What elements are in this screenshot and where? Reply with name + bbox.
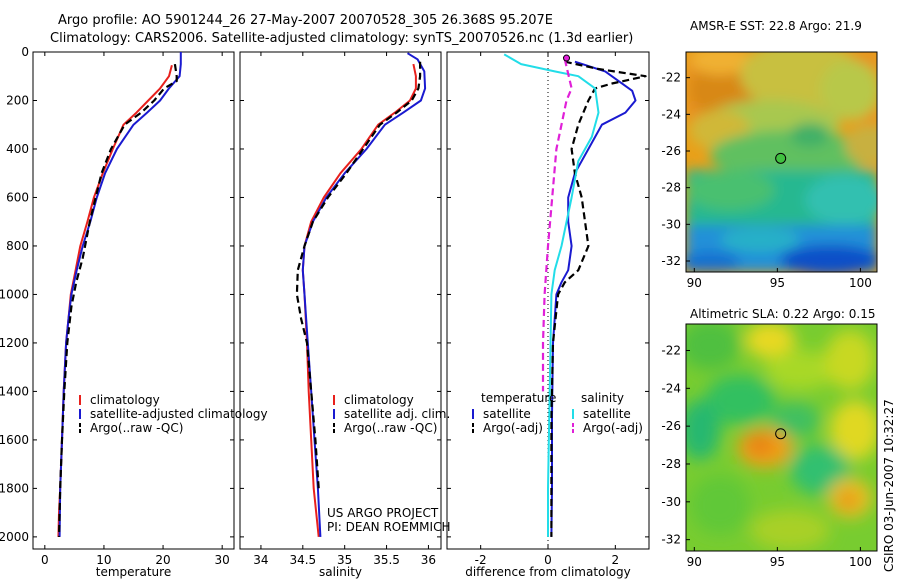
y-tick-label: 2000 [0,530,29,544]
y-tick-label: 200 [6,93,29,107]
map-x-tick-label: 90 [687,555,702,569]
series-line-2 [295,61,422,489]
series-line-0 [57,65,173,537]
series-line-3 [541,59,573,392]
y-tick-label: 800 [6,239,29,253]
sla-map-title: Altimetric SLA: 0.22 Argo: 0.15 [690,307,875,321]
project-line2: PI: DEAN ROEMMICH [327,520,450,534]
series-line-2 [503,53,600,537]
map-y-tick-label: -26 [661,144,681,158]
map-y-tick-label: -32 [661,533,681,547]
sla-map-axes: 90 95 100 -22 -24 -26 -28 -30 -32 [661,343,871,569]
legend-label: satellite [583,407,631,421]
series-line-1 [550,60,647,537]
x-axis-label: temperature [96,565,171,579]
sst-map: AMSR-E SST: 22.8 Argo: 21.9 90 95 100 -22 -2… [661,19,878,290]
map-x-tick-label: 95 [770,276,785,290]
map-x-tick-label: 90 [687,276,702,290]
x-tick-label: 20 [155,553,170,567]
x-tick-label: 0 [41,553,49,567]
x-tick-label: 36 [421,553,436,567]
plot-frame [32,51,235,550]
map-y-tick-label: -24 [661,381,681,395]
series-line-1 [301,52,427,537]
x-tick-label: 35.5 [373,553,400,567]
legend-label: Argo(..raw -QC) [90,421,183,435]
legend-temperature-title: temperature [481,391,556,405]
legend-label: satellite-adjusted climatology [90,407,268,421]
series-line-2 [57,63,178,537]
map-x-tick-label: 100 [849,555,872,569]
project-line1: US ARGO PROJECT [327,506,439,520]
legend-label: climatology [344,393,414,407]
x-tick-label: 35 [337,553,352,567]
plot-frame [239,51,442,550]
x-axis-label: difference from climatology [465,565,631,579]
map-x-tick-label: 95 [770,555,785,569]
legend-label: Argo(..raw -QC) [344,421,437,435]
x-tick-label: 30 [215,553,230,567]
x-tick-label: 10 [96,553,111,567]
y-tick-label: 1200 [0,336,29,350]
y-tick-label: 400 [6,142,29,156]
y-tick-label: 600 [6,190,29,204]
x-tick-label: 2 [612,553,620,567]
legend-label: satellite adj. clim. [344,407,450,421]
map-x-tick-label: 100 [849,276,872,290]
side-label: CSIRO 03-Jun-2007 10:32:27 [882,399,896,572]
map-y-tick-label: -30 [661,495,681,509]
map-y-tick-label: -22 [661,343,681,357]
series-line-0 [301,63,417,538]
map-y-tick-label: -22 [661,71,681,85]
y-tick-label: 1000 [0,287,29,301]
temperature-panel: 0 10 20 30 0 200 400 600 800 1000 1200 1400 1600 1800… [0,45,268,579]
legend-label: climatology [90,393,160,407]
map-y-tick-label: -28 [661,181,681,195]
y-tick-label: 1600 [0,433,29,447]
salinity-panel: 34 34.5 35 35.5 36 salinity climatologysatelli… [239,51,450,579]
header-line2: Climatology: CARS2006. Satellite-adjuste… [50,31,633,46]
sst-argo-marker [775,152,787,164]
x-axis-label: salinity [319,565,362,579]
y-tick-label: 1400 [0,384,29,398]
legend-label: Argo(-adj) [483,421,543,435]
x-tick-label: 34 [253,553,268,567]
x-tick-label: -2 [475,553,487,567]
x-tick-label: 0 [544,553,552,567]
sla-map: Altimetric SLA: 0.22 Argo: 0.15 90 95 100 -… [661,307,878,569]
surface-marker [563,54,571,62]
map-y-tick-label: -26 [661,419,681,433]
header-line1: Argo profile: AO 5901244_26 27-May-2007 … [58,13,553,28]
sst-map-axes: 90 95 100 -22 -24 -26 -28 -30 -32 [661,71,871,290]
sst-map-title: AMSR-E SST: 22.8 Argo: 21.9 [690,19,862,33]
map-y-tick-label: -28 [661,457,681,471]
y-tick-label: 1800 [0,481,29,495]
x-tick-label: 34.5 [289,553,316,567]
legend-label: Argo(-adj) [583,421,643,435]
sla-argo-marker [775,428,787,440]
series-line-1 [58,52,182,537]
y-tick-label: 0 [21,45,29,59]
map-y-tick-label: -24 [661,107,681,121]
legend-salinity-title: salinity [581,391,624,405]
legend-label: satellite [483,407,531,421]
map-y-tick-label: -32 [661,254,681,268]
map-y-tick-label: -30 [661,217,681,231]
